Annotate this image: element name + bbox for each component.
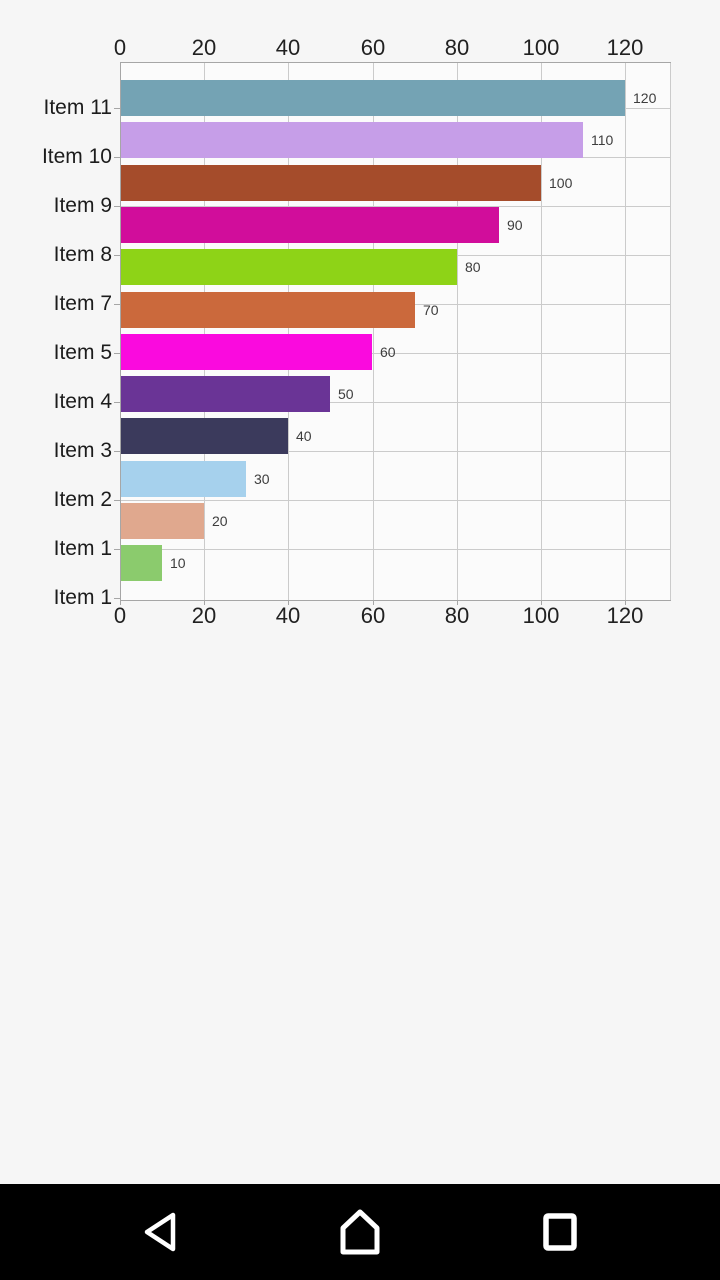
vertical-gridline	[457, 62, 458, 600]
x-tick-label-bottom: 100	[522, 603, 560, 628]
horizontal-gridline	[120, 500, 670, 501]
horizontal-gridline	[120, 206, 670, 207]
bar-80[interactable]	[121, 249, 457, 285]
recents-button[interactable]	[500, 1184, 620, 1280]
bar-value-label: 10	[170, 555, 186, 571]
bar-110[interactable]	[121, 122, 583, 158]
x-tick-label-top: 0	[113, 35, 127, 60]
home-button[interactable]	[300, 1184, 420, 1280]
x-axis-tick	[288, 600, 289, 605]
bar-value-label: 90	[507, 217, 523, 233]
y-axis-tick	[114, 255, 120, 256]
y-axis-tick	[114, 402, 120, 403]
y-axis-line	[120, 62, 121, 600]
y-axis-tick	[114, 157, 120, 158]
y-axis-label: Item 3	[53, 439, 112, 462]
plot-right-border	[670, 62, 671, 600]
x-tick-label-top: 80	[444, 35, 470, 60]
x-tick-label-bottom: 60	[360, 603, 386, 628]
android-navigation-bar	[0, 1184, 720, 1280]
x-axis-tick	[204, 600, 205, 605]
back-icon	[144, 1212, 176, 1252]
bar-70[interactable]	[121, 292, 415, 328]
bar-50[interactable]	[121, 376, 330, 412]
bar-value-label: 40	[296, 428, 312, 444]
y-axis-tick	[114, 206, 120, 207]
bar-60[interactable]	[121, 334, 372, 370]
horizontal-gridline	[120, 402, 670, 403]
bar-10[interactable]	[121, 545, 162, 581]
bar-90[interactable]	[121, 207, 499, 243]
bar-value-label: 50	[338, 386, 354, 402]
x-axis-tick	[120, 600, 121, 605]
x-axis-line-top	[120, 62, 671, 63]
y-axis-tick	[114, 353, 120, 354]
y-axis-tick	[114, 500, 120, 501]
x-tick-label-top: 60	[360, 35, 386, 60]
y-axis-tick	[114, 304, 120, 305]
bar-value-label: 80	[465, 259, 481, 275]
vertical-gridline	[541, 62, 542, 600]
recents-icon	[543, 1213, 577, 1251]
y-axis-tick	[114, 451, 120, 452]
horizontal-bar-chart: 0 0 20 20 40 40 60 60 80 80 100 100 120 120 Item 11 Ite…	[41, 35, 671, 628]
y-axis-label: Item 8	[53, 243, 112, 266]
x-tick-label-bottom: 0	[113, 603, 127, 628]
y-axis-label: Item 10	[41, 145, 112, 168]
x-tick-label-bottom: 120	[606, 603, 644, 628]
horizontal-gridline	[120, 451, 670, 452]
y-axis-label: Item 1	[53, 537, 112, 560]
x-axis-tick	[625, 600, 626, 605]
bar-30[interactable]	[121, 461, 246, 497]
bar-120[interactable]	[121, 80, 625, 116]
x-tick-label-top: 100	[522, 35, 560, 60]
y-axis-tick	[114, 108, 120, 109]
vertical-gridline	[204, 62, 205, 600]
bar-value-label: 100	[549, 175, 573, 191]
bar-40[interactable]	[121, 418, 288, 454]
vertical-gridline	[373, 62, 374, 600]
bar-value-label: 30	[254, 471, 270, 487]
x-axis-tick	[541, 600, 542, 605]
y-axis-label: Item 5	[53, 341, 112, 364]
horizontal-gridline	[120, 549, 670, 550]
y-axis-label: Item 7	[53, 292, 112, 315]
bar-100[interactable]	[121, 165, 541, 201]
x-tick-label-top: 120	[606, 35, 644, 60]
x-tick-label-bottom: 80	[444, 603, 470, 628]
x-tick-label-top: 20	[191, 35, 217, 60]
home-icon	[340, 1209, 380, 1255]
y-axis-label: Item 4	[53, 390, 112, 413]
bar-value-label: 60	[380, 344, 396, 360]
y-axis-label: Item 11	[43, 96, 112, 119]
x-tick-label-top: 40	[275, 35, 301, 60]
bar-value-label: 20	[212, 513, 228, 529]
y-axis-label: Item 2	[53, 488, 112, 511]
bar-20[interactable]	[121, 503, 204, 539]
bar-value-label: 70	[423, 302, 439, 318]
bar-value-label: 120	[633, 90, 657, 106]
x-tick-label-bottom: 40	[275, 603, 301, 628]
x-axis-tick	[373, 600, 374, 605]
y-axis-tick	[114, 598, 120, 599]
vertical-gridline	[625, 62, 626, 600]
y-axis-label: Item 1	[53, 586, 112, 609]
bar-value-label: 110	[591, 132, 614, 148]
x-tick-label-bottom: 20	[191, 603, 217, 628]
x-axis-line-bottom	[120, 600, 671, 601]
vertical-gridline	[288, 62, 289, 600]
y-axis-label: Item 9	[53, 194, 112, 217]
back-button[interactable]	[100, 1184, 220, 1280]
horizontal-gridline	[120, 353, 670, 354]
y-axis-tick	[114, 549, 120, 550]
x-axis-tick	[457, 600, 458, 605]
